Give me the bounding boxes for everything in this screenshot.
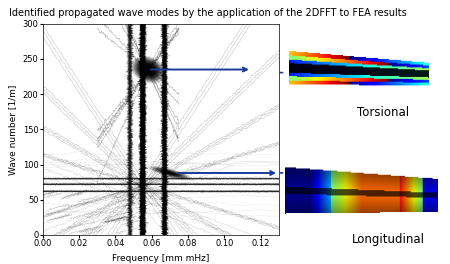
Polygon shape xyxy=(162,170,178,176)
Polygon shape xyxy=(134,58,162,81)
Text: Identified propagated wave modes by the application of the 2DFFT to FEA results: Identified propagated wave modes by the … xyxy=(9,8,407,18)
Polygon shape xyxy=(154,168,185,178)
Polygon shape xyxy=(139,62,158,77)
Polygon shape xyxy=(166,172,174,174)
Polygon shape xyxy=(132,57,164,82)
Polygon shape xyxy=(131,56,165,83)
Polygon shape xyxy=(152,167,188,179)
X-axis label: Frequency [mm mHz]: Frequency [mm mHz] xyxy=(112,254,210,263)
Polygon shape xyxy=(157,169,183,177)
Text: Longitudinal: Longitudinal xyxy=(351,233,424,247)
Polygon shape xyxy=(137,60,159,78)
Polygon shape xyxy=(146,68,150,71)
Polygon shape xyxy=(144,67,152,73)
Polygon shape xyxy=(147,69,149,70)
Polygon shape xyxy=(150,166,190,180)
Polygon shape xyxy=(159,169,180,177)
Polygon shape xyxy=(164,171,176,175)
Text: Torsional: Torsional xyxy=(357,106,409,119)
Polygon shape xyxy=(135,59,161,80)
Y-axis label: Wave number [1/m]: Wave number [1/m] xyxy=(8,84,17,175)
Polygon shape xyxy=(143,65,153,74)
Polygon shape xyxy=(147,166,193,180)
Polygon shape xyxy=(140,63,157,76)
Polygon shape xyxy=(141,64,155,75)
